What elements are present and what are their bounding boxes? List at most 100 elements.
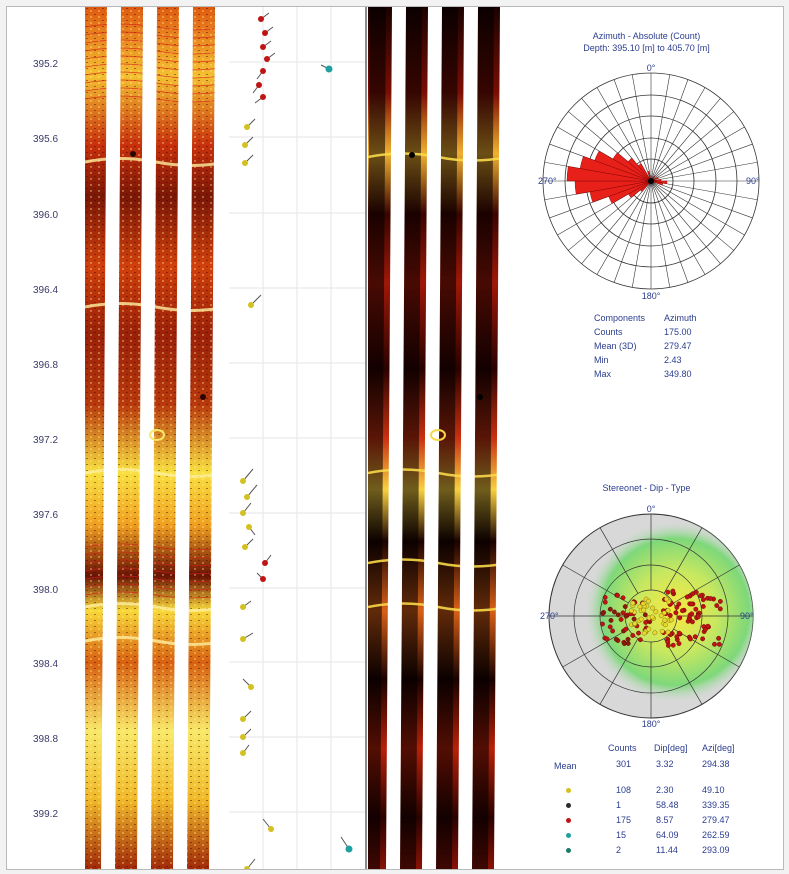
legend-cell: 279.47 bbox=[702, 815, 730, 825]
stereonet-pole bbox=[600, 611, 606, 616]
stereonet-pole bbox=[620, 595, 626, 601]
stereonet-pole bbox=[638, 616, 644, 622]
stats-label: Min bbox=[594, 355, 609, 365]
stereonet-pole bbox=[665, 629, 671, 635]
rose-subtitle: Depth: 395.10 [m] to 405.70 [m] bbox=[583, 43, 710, 53]
stereonet-pole bbox=[622, 604, 628, 609]
stereonet-pole bbox=[646, 598, 651, 604]
track-separator[interactable] bbox=[365, 7, 367, 869]
rose-petal bbox=[579, 156, 652, 182]
stereonet-pole bbox=[628, 608, 634, 614]
tadpole-track[interactable] bbox=[229, 7, 367, 872]
depth-axis: 395.2 395.6 396.0 396.4 396.8 397.2 397.… bbox=[7, 7, 85, 869]
rose-petal bbox=[627, 157, 652, 182]
stereonet-pole bbox=[676, 630, 682, 636]
stereonet-pole bbox=[604, 636, 610, 642]
rose-spoke bbox=[650, 87, 706, 182]
legend-cell: 15 bbox=[616, 830, 627, 840]
stereonet-pole bbox=[623, 626, 629, 632]
stereonet-pole bbox=[637, 604, 643, 610]
legend-cell: 175 bbox=[616, 815, 632, 825]
stereonet-pole bbox=[615, 592, 620, 598]
legend-cell: 8.57 bbox=[656, 815, 674, 825]
rose-title: Azimuth - Absolute (Count) bbox=[592, 31, 701, 41]
stereonet-pole bbox=[613, 636, 619, 642]
log-viewer-frame: 395.2 395.6 396.0 396.4 396.8 397.2 397.… bbox=[6, 6, 784, 872]
stereonet-pole bbox=[659, 628, 665, 634]
stereonet-spoke bbox=[663, 638, 703, 705]
rose-spoke bbox=[596, 180, 652, 275]
stereonet-pole bbox=[621, 641, 627, 646]
depth-label: 395.2 bbox=[33, 59, 59, 70]
stereonet-legend-table: Counts Dip[deg] Azi[deg] Mean 301 3.32 2… bbox=[524, 743, 774, 863]
stereonet-pole bbox=[695, 614, 701, 620]
rose-diagram[interactable]: 0° 180° 270° 90° bbox=[536, 61, 766, 301]
stats-value: 2.43 bbox=[664, 355, 682, 365]
stereonet-pole bbox=[668, 617, 674, 623]
stereonet-pole bbox=[641, 607, 647, 613]
rose-spoke bbox=[650, 161, 758, 182]
stereonet-pole bbox=[632, 621, 638, 626]
stereonet-spoke bbox=[673, 564, 740, 604]
stats-label: Max bbox=[594, 369, 612, 379]
depth-label: 396.0 bbox=[33, 210, 59, 221]
stats-label: Mean (3D) bbox=[594, 341, 637, 351]
stereonet-pole bbox=[640, 601, 646, 607]
stereonet-pole bbox=[623, 613, 629, 619]
stereonet-pole bbox=[637, 637, 643, 643]
rose-spoke bbox=[650, 111, 734, 182]
stereonet-pole bbox=[687, 636, 693, 642]
stereonet-pole bbox=[684, 594, 690, 600]
stereonet-label-east: 90° bbox=[740, 611, 754, 621]
stereonet-pole bbox=[650, 605, 656, 611]
stereonet[interactable]: 0° 180° 270° 90° bbox=[540, 503, 762, 729]
rose-spoke bbox=[613, 180, 652, 283]
stereonet-pole bbox=[714, 603, 720, 608]
legend-header: Counts bbox=[608, 743, 637, 753]
stereonet-pole bbox=[670, 642, 676, 648]
rose-spoke bbox=[650, 180, 689, 283]
stereonet-pole bbox=[717, 606, 723, 612]
legend-color-dot bbox=[566, 848, 571, 853]
stereonet-pole bbox=[615, 612, 621, 618]
rose-label-south: 180° bbox=[642, 291, 661, 301]
rose-center bbox=[648, 178, 654, 184]
rose-label-east: 90° bbox=[746, 176, 760, 186]
rose-spoke bbox=[650, 79, 689, 182]
stereonet-pole bbox=[607, 606, 613, 612]
stereonet-pole bbox=[607, 624, 613, 630]
stereonet-pole bbox=[658, 613, 664, 619]
stereonet-pole bbox=[641, 630, 647, 636]
rose-spoke bbox=[650, 180, 706, 275]
image-log-track-dynamic[interactable] bbox=[364, 6, 509, 870]
legend-color-dot bbox=[566, 803, 571, 808]
stereonet-pole bbox=[670, 588, 676, 594]
legend-header: Azi[deg] bbox=[702, 743, 735, 753]
rose-petal bbox=[612, 152, 652, 182]
stereonet-pole bbox=[642, 612, 648, 618]
stereonet-pole bbox=[630, 600, 636, 606]
stereonet-pole bbox=[662, 617, 668, 623]
depth-label: 399.2 bbox=[33, 809, 59, 820]
stereonet-pole bbox=[602, 599, 608, 605]
rose-spoke bbox=[650, 180, 721, 264]
stereonet-label-north: 0° bbox=[647, 504, 656, 514]
stereonet-spoke bbox=[562, 628, 629, 668]
stereonet-pole bbox=[602, 595, 608, 600]
stats-value: 349.80 bbox=[664, 369, 692, 379]
depth-label: 396.8 bbox=[33, 360, 59, 371]
stereonet-pole bbox=[665, 589, 671, 595]
stereonet-pole bbox=[700, 636, 706, 642]
stereonet-pole bbox=[625, 636, 631, 642]
rose-spoke bbox=[650, 180, 745, 236]
legend-cell: 11.44 bbox=[656, 845, 678, 855]
image-log-track-static[interactable] bbox=[84, 7, 228, 869]
rose-spoke bbox=[650, 180, 753, 219]
stereonet-pole bbox=[610, 628, 616, 634]
rose-petal bbox=[637, 163, 652, 182]
legend-cell: 49.10 bbox=[702, 785, 725, 795]
stereonet-pole bbox=[674, 604, 680, 610]
stereonet-pole bbox=[674, 634, 680, 640]
stereonet-pole bbox=[716, 635, 722, 641]
